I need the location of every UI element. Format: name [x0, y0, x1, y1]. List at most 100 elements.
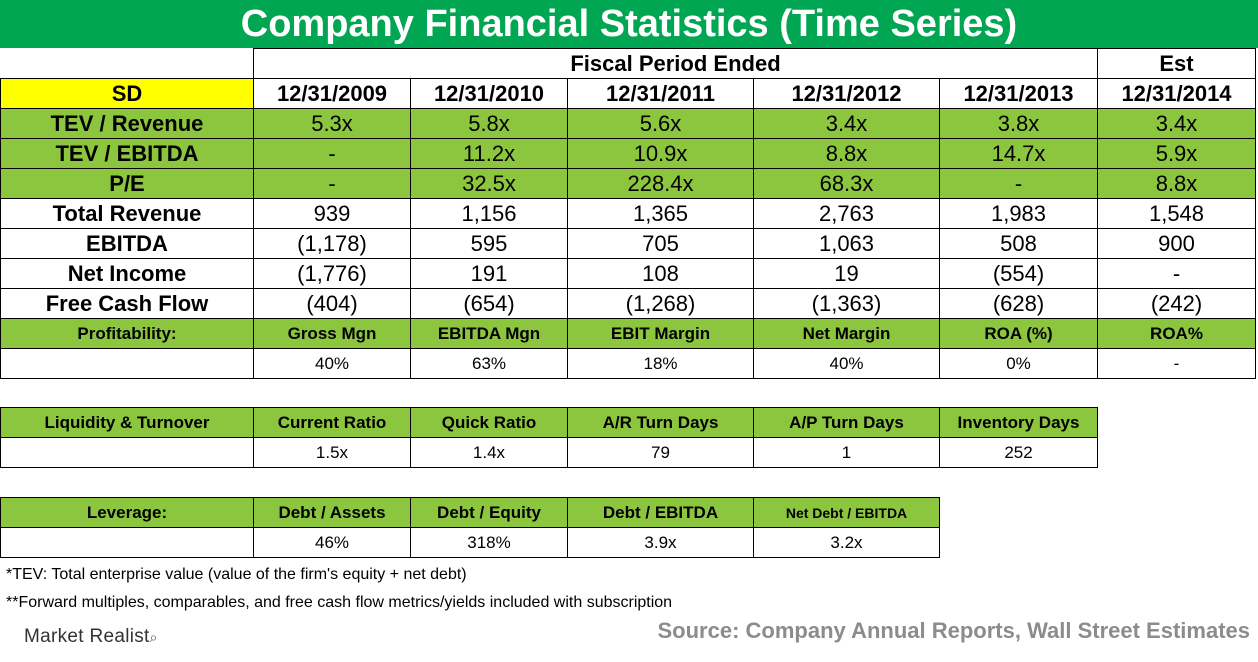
date-2014: 12/31/2014: [1097, 78, 1256, 109]
cell: (1,363): [753, 288, 940, 319]
cell: 3.2x: [753, 527, 940, 558]
date-2013: 12/31/2013: [939, 78, 1098, 109]
row-label: Total Revenue: [0, 198, 254, 229]
cell: 40%: [253, 348, 411, 379]
cell: 5.3x: [253, 108, 411, 139]
date-header-row: SD 12/31/2009 12/31/2010 12/31/2011 12/3…: [0, 78, 1256, 109]
financial-statistics-table: Fiscal Period Ended Est SD 12/31/2009 12…: [0, 48, 1256, 379]
cell: 3.9x: [567, 527, 754, 558]
cell: -: [939, 168, 1098, 199]
source-text: Source: Company Annual Reports, Wall Str…: [657, 618, 1251, 643]
cell: (1,268): [567, 288, 754, 319]
cell: -: [1097, 348, 1256, 379]
table-row: Net Income (1,776) 191 108 19 (554) -: [0, 258, 1256, 289]
cell: -: [1097, 258, 1256, 289]
column-header: Debt / Assets: [253, 497, 411, 528]
cell: 5.8x: [410, 108, 568, 139]
cell: 8.8x: [1097, 168, 1256, 199]
cell: (242): [1097, 288, 1256, 319]
cell: 63%: [410, 348, 568, 379]
column-header: Inventory Days: [939, 407, 1098, 438]
date-2011: 12/31/2011: [567, 78, 754, 109]
market-realist-logo: Market Realist⌕: [24, 626, 158, 648]
column-header: Current Ratio: [253, 407, 411, 438]
cell: (404): [253, 288, 411, 319]
leverage-table: Leverage: Debt / Assets Debt / Equity De…: [0, 497, 940, 558]
cell: -: [253, 138, 411, 169]
profitability-values-row: 40% 63% 18% 40% 0% -: [0, 348, 1256, 379]
cell: (628): [939, 288, 1098, 319]
table-row: TEV / EBITDA - 11.2x 10.9x 8.8x 14.7x 5.…: [0, 138, 1256, 169]
cell: 19: [753, 258, 940, 289]
table-row: Total Revenue 939 1,156 1,365 2,763 1,98…: [0, 198, 1256, 229]
cell: 79: [567, 437, 754, 468]
row-label: Net Income: [0, 258, 254, 289]
liquidity-label: Liquidity & Turnover: [0, 407, 254, 438]
cell: 1,983: [939, 198, 1098, 229]
cell: 595: [410, 228, 568, 259]
cell: 1,548: [1097, 198, 1256, 229]
cell: 5.9x: [1097, 138, 1256, 169]
cell: 10.9x: [567, 138, 754, 169]
column-header: A/P Turn Days: [753, 407, 940, 438]
cell: 108: [567, 258, 754, 289]
cell: 11.2x: [410, 138, 568, 169]
row-label: P/E: [0, 168, 254, 199]
cell: 939: [253, 198, 411, 229]
cell: 191: [410, 258, 568, 289]
column-header: ROA (%): [939, 318, 1098, 349]
cell: 0%: [939, 348, 1098, 379]
column-header: EBIT Margin: [567, 318, 754, 349]
forward-footnote: **Forward multiples, comparables, and fr…: [6, 594, 673, 611]
table-row: Free Cash Flow (404) (654) (1,268) (1,36…: [0, 288, 1256, 319]
empty-cell: [0, 527, 254, 558]
column-header: Quick Ratio: [410, 407, 568, 438]
column-header: Debt / Equity: [410, 497, 568, 528]
leverage-values-row: 46% 318% 3.9x 3.2x: [0, 527, 940, 558]
liquidity-header-row: Liquidity & Turnover Current Ratio Quick…: [0, 407, 1098, 438]
leverage-header-row: Leverage: Debt / Assets Debt / Equity De…: [0, 497, 940, 528]
tev-footnote: *TEV: Total enterprise value (value of t…: [6, 566, 467, 583]
liquidity-table: Liquidity & Turnover Current Ratio Quick…: [0, 407, 1098, 468]
cell: 1.4x: [410, 437, 568, 468]
cell: 14.7x: [939, 138, 1098, 169]
cell: 3.4x: [1097, 108, 1256, 139]
column-header: EBITDA Mgn: [410, 318, 568, 349]
logo-text: Market Realist: [24, 626, 150, 647]
cell: 318%: [410, 527, 568, 558]
column-header: ROA%: [1097, 318, 1256, 349]
cell: 228.4x: [567, 168, 754, 199]
cell: -: [253, 168, 411, 199]
cell: 1,365: [567, 198, 754, 229]
cell: (1,178): [253, 228, 411, 259]
cell: 32.5x: [410, 168, 568, 199]
cell: 1,156: [410, 198, 568, 229]
empty-cell: [0, 348, 254, 379]
cell: (1,776): [253, 258, 411, 289]
cell: 3.4x: [753, 108, 940, 139]
column-header: A/R Turn Days: [567, 407, 754, 438]
cell: 1: [753, 437, 940, 468]
fiscal-period-header: Fiscal Period Ended: [253, 48, 1098, 79]
cell: 68.3x: [753, 168, 940, 199]
fiscal-header-row: Fiscal Period Ended Est: [0, 48, 1256, 79]
cell: 3.8x: [939, 108, 1098, 139]
cell: (554): [939, 258, 1098, 289]
table-row: TEV / Revenue 5.3x 5.8x 5.6x 3.4x 3.8x 3…: [0, 108, 1256, 139]
empty-corner: [0, 48, 254, 79]
cell: 900: [1097, 228, 1256, 259]
row-label: TEV / EBITDA: [0, 138, 254, 169]
cell: 18%: [567, 348, 754, 379]
cell: 8.8x: [753, 138, 940, 169]
cell: 40%: [753, 348, 940, 379]
cell: 1.5x: [253, 437, 411, 468]
date-2009: 12/31/2009: [253, 78, 411, 109]
cell: 508: [939, 228, 1098, 259]
cell: 1,063: [753, 228, 940, 259]
column-header: Net Debt / EBITDA: [753, 497, 940, 528]
row-label: TEV / Revenue: [0, 108, 254, 139]
cell: (654): [410, 288, 568, 319]
liquidity-values-row: 1.5x 1.4x 79 1 252: [0, 437, 1098, 468]
date-2012: 12/31/2012: [753, 78, 940, 109]
page-title: Company Financial Statistics (Time Serie…: [0, 0, 1258, 48]
